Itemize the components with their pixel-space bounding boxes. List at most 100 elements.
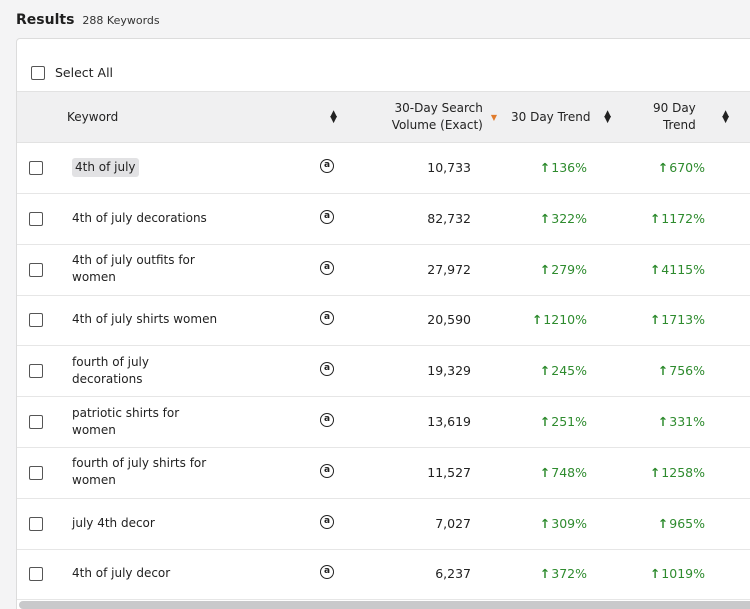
row-checkbox[interactable] [29, 516, 43, 531]
arrow-up-icon: ↑ [649, 210, 661, 226]
keyword-text[interactable]: july 4th decor [72, 515, 155, 530]
col-volume-label-line1: 30-Day Search [394, 101, 483, 115]
trend-90-value: 670% [669, 160, 705, 175]
keyword-text[interactable]: 4th of july [72, 158, 139, 177]
search-volume: 82,732 [427, 210, 471, 226]
arrow-up-icon: ↑ [531, 312, 543, 328]
trend-90-day: ↑ 1713% [607, 294, 705, 345]
keyword-text[interactable]: 4th of july decorations [72, 210, 207, 225]
arrow-up-icon: ↑ [657, 160, 669, 175]
keyword-cell[interactable]: patriotic shirts for women [72, 396, 312, 447]
amazon-icon[interactable]: a [320, 565, 334, 580]
table-row[interactable]: fourth of july shirts for women a 11,527 ↑ 7… [17, 447, 750, 499]
trend-90-day: ↑ 1172% [607, 193, 705, 244]
keyword-cell[interactable]: fourth of july decorations [72, 345, 312, 396]
row-checkbox[interactable] [29, 313, 43, 328]
table-row[interactable]: 4th of july a 10,733 ↑ 136% ↑ 670% [17, 142, 750, 194]
trend-90-day: ↑ 4115% [607, 244, 705, 295]
row-checkbox[interactable] [29, 211, 43, 226]
arrow-up-icon: ↑ [657, 363, 669, 379]
trend-30-value: 136% [551, 160, 587, 175]
keyword-text[interactable]: 4th of july decor [72, 566, 171, 581]
search-volume: 13,619 [427, 414, 471, 429]
amazon-icon[interactable]: a [320, 514, 334, 529]
trend-90-value: 756% [669, 363, 705, 379]
search-volume: 6,237 [435, 566, 471, 582]
table-row[interactable]: 4th of july decor a 6,237 ↑ 372% ↑ 1019% [17, 548, 750, 601]
amazon-icon[interactable]: a [320, 463, 334, 478]
col-trend30[interactable]: 30 Day Trend ▲ ▼ [511, 92, 611, 142]
amazon-icon[interactable]: a [320, 209, 334, 224]
table-row[interactable]: 4th of july shirts women a 20,590 ↑ 1210% ↑ 17… [17, 294, 750, 347]
row-checkbox[interactable] [29, 567, 43, 582]
sort-icon[interactable]: ▲ ▼ [330, 109, 337, 125]
col-volume-label-line2: Volume (Exact) [391, 118, 483, 132]
row-checkbox[interactable] [29, 465, 43, 480]
col-trend90-label-line2: Trend [662, 118, 696, 132]
sort-desc-icon[interactable]: ▼ [490, 112, 497, 122]
trend-30-day: ↑ 1210% [487, 294, 587, 345]
trend-90-value: 965% [669, 515, 705, 531]
trend-30-day: ↑ 748% [487, 447, 587, 498]
amazon-icon[interactable]: a [320, 311, 334, 326]
arrow-up-icon: ↑ [539, 464, 551, 480]
keyword-cell[interactable]: fourth of july shirts for women [72, 447, 312, 498]
row-checkbox[interactable] [29, 262, 43, 277]
col-trend90[interactable]: 90 Day Trend ▲ ▼ [653, 92, 729, 142]
search-volume: 11,527 [427, 464, 471, 480]
table-row[interactable]: 4th of july decorations a 82,732 ↑ 322% ↑ 1172… [17, 193, 750, 245]
sort-icon[interactable]: ▲ ▼ [604, 109, 611, 125]
col-trend30-label: 30 Day Trend [511, 110, 591, 124]
keyword-cell[interactable]: 4th of july outfits for women [72, 244, 312, 295]
amazon-icon[interactable]: a [320, 260, 334, 275]
keyword-cell[interactable]: 4th of july decor [72, 548, 312, 599]
keyword-cell[interactable]: july 4th decor [72, 498, 312, 549]
keyword-cell[interactable]: 4th of july shirts women [72, 294, 312, 345]
keyword-text[interactable]: fourth of july shirts for women [72, 456, 207, 488]
arrow-up-icon: ↑ [539, 515, 551, 531]
amazon-icon[interactable]: a [320, 362, 334, 377]
table-row[interactable]: fourth of july decorations a 19,329 ↑ 245% ↑ 7… [17, 345, 750, 398]
table-row[interactable]: july 4th decor a 7,027 ↑ 309% ↑ 965% [17, 498, 750, 550]
sort-icon[interactable]: ▲ ▼ [722, 109, 729, 125]
trend-30-value: 245% [551, 363, 587, 379]
trend-30-value: 748% [551, 464, 587, 480]
table-row[interactable]: 4th of july outfits for women a 27,972 ↑ 279… [17, 244, 750, 296]
arrow-up-icon: ↑ [539, 261, 551, 277]
amazon-icon[interactable]: a [320, 413, 334, 427]
trend-30-day: ↑ 251% [487, 396, 587, 447]
col-keyword[interactable]: Keyword ▲ ▼ [67, 92, 337, 142]
row-checkbox[interactable] [29, 415, 43, 429]
arrow-up-icon: ↑ [649, 464, 661, 480]
col-keyword-label: Keyword [67, 110, 119, 124]
col-trend90-label-line1: 90 Day [653, 101, 696, 115]
trend-90-day: ↑ 331% [607, 396, 705, 447]
arrow-up-icon: ↑ [539, 210, 551, 226]
trend-30-day: ↑ 309% [487, 498, 587, 549]
table-row[interactable]: patriotic shirts for women a 13,619 ↑ 251% ↑ 3… [17, 396, 750, 448]
arrow-up-icon: ↑ [539, 566, 551, 582]
trend-30-day: ↑ 322% [487, 193, 587, 244]
select-all-checkbox[interactable] [31, 65, 45, 80]
keyword-text[interactable]: 4th of july outfits for women [72, 253, 195, 285]
keyword-text[interactable]: 4th of july shirts women [72, 312, 218, 327]
row-checkbox[interactable] [29, 364, 43, 379]
trend-30-day: ↑ 279% [487, 244, 587, 295]
search-volume: 10,733 [427, 160, 471, 175]
arrow-up-icon: ↑ [539, 414, 551, 429]
keyword-cell[interactable]: 4th of july decorations [72, 193, 312, 244]
select-all-label: Select All [55, 65, 114, 80]
keyword-cell[interactable]: 4th of july [72, 142, 312, 193]
row-checkbox[interactable] [29, 161, 43, 175]
horizontal-scrollbar[interactable] [19, 601, 750, 609]
select-all[interactable]: Select All [31, 65, 113, 80]
keyword-text[interactable]: patriotic shirts for women [72, 405, 180, 437]
col-volume[interactable]: 30-Day Search Volume (Exact) ▼ [369, 92, 497, 142]
trend-90-value: 4115% [661, 261, 705, 277]
keyword-text[interactable]: fourth of july decorations [72, 354, 149, 386]
keyword-count: 288 Keywords [82, 14, 160, 27]
amazon-icon[interactable]: a [320, 159, 334, 173]
search-volume: 20,590 [427, 312, 471, 328]
arrow-up-icon: ↑ [539, 160, 551, 175]
trend-90-day: ↑ 756% [607, 345, 705, 396]
